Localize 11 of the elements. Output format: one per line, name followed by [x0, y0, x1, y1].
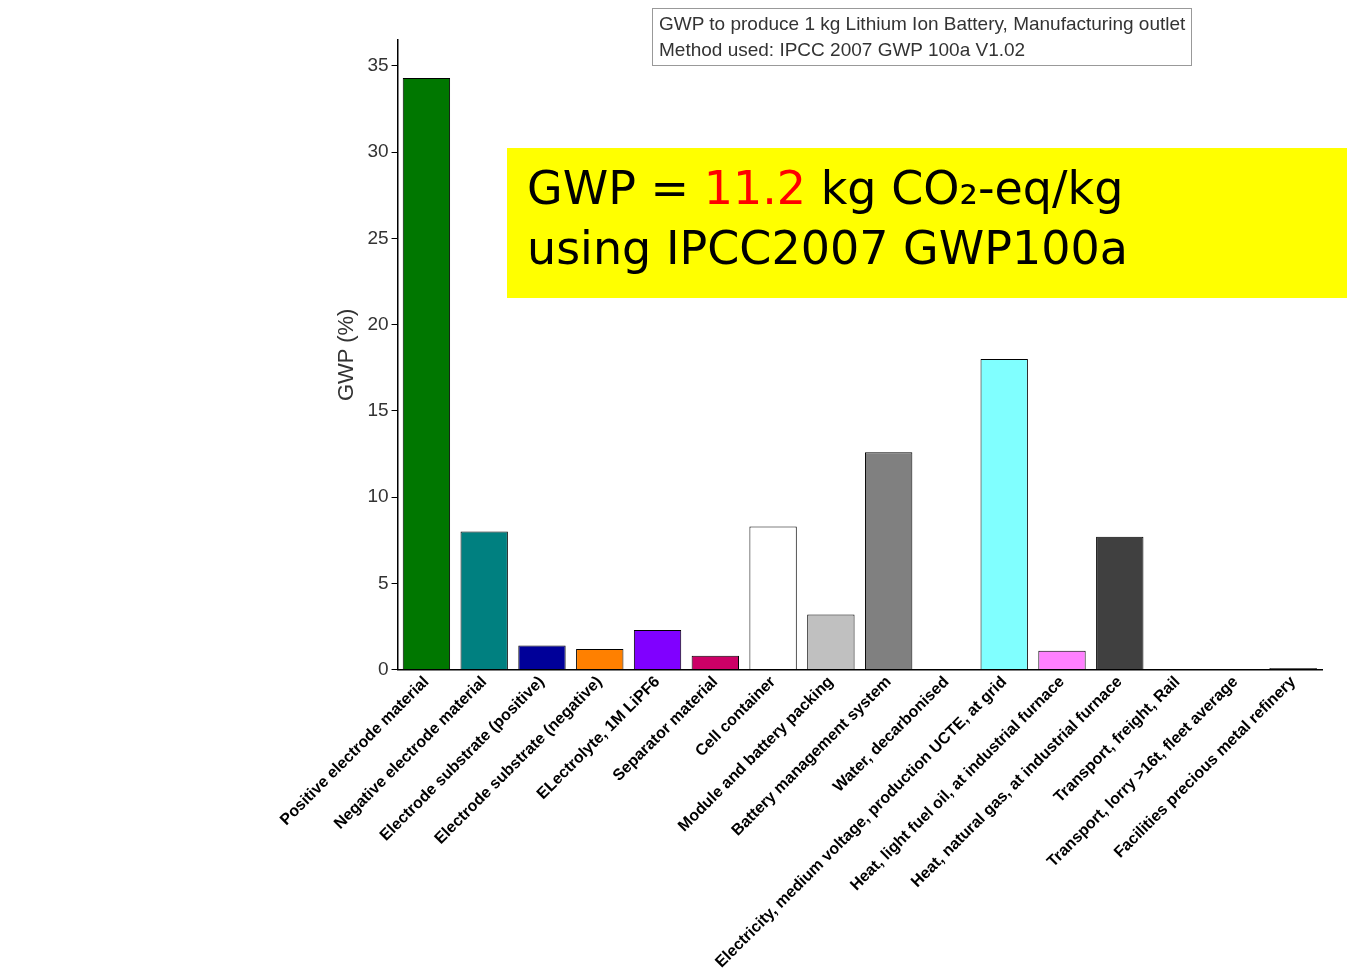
- y-axis-title: GWP (%): [333, 308, 359, 402]
- info-box: GWP to produce 1 kg Lithium Ion Battery, Manufacturing outlet Method used: IPCC 2007 GWP 100a V1.02: [652, 8, 1193, 66]
- y-tick-label: 30: [367, 140, 389, 162]
- y-tick-label: 35: [367, 54, 389, 76]
- highlight-box: GWP = 11.2 kg CO₂-eq/kg using IPCC2007 GWP100a: [507, 148, 1347, 298]
- y-tick-label: 5: [377, 571, 389, 593]
- y-tick-label: 15: [367, 399, 389, 421]
- y-tick-label: 20: [367, 312, 389, 334]
- y-tick-label: 0: [377, 657, 389, 679]
- y-tick-label: 10: [367, 485, 389, 507]
- y-tick-label: 25: [367, 226, 389, 248]
